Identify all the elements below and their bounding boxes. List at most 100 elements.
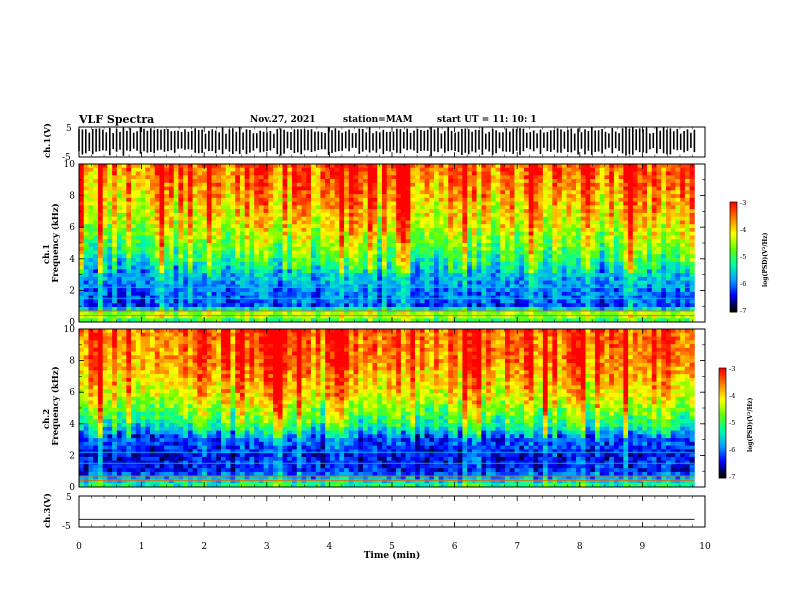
spectrogram-cell [651, 212, 657, 218]
spectrogram-cell [263, 239, 269, 244]
spectrogram-cell [514, 175, 520, 180]
spectrogram-cell [670, 209, 676, 214]
spectrogram-cell [126, 280, 132, 285]
spectrogram-cell [183, 235, 189, 240]
spectrogram-cell [481, 261, 487, 266]
spectrogram-cell [178, 186, 184, 191]
spectrogram-cell [292, 167, 298, 172]
spectrogram-cell [419, 194, 425, 199]
spectrogram-cell [377, 175, 383, 180]
spectrogram-cell [670, 246, 676, 251]
spectrogram-cell [410, 201, 416, 206]
spectrogram-cell [623, 216, 629, 221]
spectrogram-cell [386, 276, 392, 282]
spectrogram-cell [320, 167, 326, 172]
spectrogram-cell [481, 303, 487, 308]
spectrogram-cell [495, 288, 501, 293]
spectrogram-cell [363, 182, 369, 187]
spectrogram-cell [97, 235, 104, 240]
spectrogram-cell [415, 269, 421, 274]
spectrogram-cell [386, 205, 392, 210]
spectrogram-cell [187, 224, 193, 229]
spectrogram-cell [670, 164, 676, 169]
spectrogram-cell [140, 276, 146, 282]
spectrogram-cell [590, 273, 596, 278]
spectrogram-cell [320, 250, 326, 255]
spectrogram-cell [107, 167, 113, 172]
spectrogram-cell [372, 205, 378, 210]
spectrogram-cell [230, 179, 236, 184]
spectrogram-cell [164, 212, 170, 218]
spectrogram-cell [107, 175, 113, 180]
spectrogram-cell [462, 239, 468, 244]
spectrogram-cell [221, 269, 227, 274]
spectrogram-cell [282, 273, 288, 278]
spectrogram-cell [173, 235, 179, 240]
spectrogram-cell [519, 212, 525, 218]
spectrogram-cell [93, 224, 99, 229]
spectrogram-cell [150, 280, 156, 285]
spectrogram-cell [178, 265, 184, 270]
spectrogram-cell [173, 250, 179, 255]
spectrogram-cell [206, 179, 212, 184]
spectrogram-cell [121, 227, 127, 233]
spectrogram-cell [206, 291, 212, 297]
spectrogram-cell [140, 299, 146, 304]
spectrogram-cell [386, 201, 392, 206]
spectrogram-cell [386, 265, 392, 270]
spectrogram-cell [386, 194, 392, 199]
spectrogram-cell [618, 164, 624, 169]
spectrogram-cell [107, 209, 113, 214]
spectrogram-cell [519, 269, 525, 274]
spectrogram-cell [514, 220, 520, 225]
spectrogram-cell [230, 227, 236, 233]
spectrogram-cell [689, 254, 695, 259]
spectrogram-cell [571, 224, 577, 229]
spectrogram-cell [542, 269, 549, 274]
spectrogram-cell [325, 273, 331, 278]
spectrogram-cell [400, 295, 407, 300]
spectrogram-cell [533, 179, 539, 184]
spectrogram-cell [93, 258, 99, 263]
spectrogram-cell [353, 175, 359, 180]
spectrogram-cell [415, 167, 421, 172]
spectrogram-cell [112, 209, 118, 214]
spectrogram-cell [211, 306, 217, 312]
spectrogram-cell [419, 227, 425, 233]
spectrogram-cell [538, 220, 544, 225]
spectrogram-cell [277, 299, 283, 304]
spectrogram-cell [637, 220, 643, 225]
spectrogram-cell [580, 299, 586, 304]
spectrogram-cell [585, 288, 591, 293]
spectrogram-cell [121, 224, 127, 229]
spectrogram-cell [604, 299, 610, 304]
spectrogram-cell [656, 197, 662, 203]
spectrogram-cell [358, 164, 364, 169]
spectrogram-cell [131, 261, 137, 266]
spectrogram-cell [594, 212, 601, 218]
spectrogram-cell [93, 205, 99, 210]
spectrogram-cell [684, 216, 691, 221]
spectrogram-cell [273, 261, 279, 266]
spectrogram-cell [367, 179, 373, 184]
spectrogram-cell [580, 201, 586, 206]
spectrogram-cell [542, 194, 549, 199]
spectrogram-cell [178, 224, 184, 229]
spectrogram-cell [126, 205, 132, 210]
spectrogram-cell [235, 175, 241, 180]
spectrogram-cell [689, 288, 695, 293]
spectrogram-cell [168, 254, 175, 259]
spectrogram-cell [632, 231, 638, 236]
spectrogram-cell [632, 243, 638, 248]
spectrogram-cell [457, 288, 463, 293]
spectrogram-cell [618, 179, 624, 184]
spectrogram-cell [306, 246, 312, 251]
spectrogram-cell [244, 295, 250, 300]
spectrogram-cell [367, 246, 373, 251]
spectrogram-cell [254, 182, 260, 187]
spectrogram-cell [273, 179, 279, 184]
spectrogram-cell [168, 280, 175, 285]
spectrogram-cell [263, 220, 269, 225]
spectrogram-cell [438, 239, 444, 244]
spectrogram-cell [192, 209, 198, 214]
